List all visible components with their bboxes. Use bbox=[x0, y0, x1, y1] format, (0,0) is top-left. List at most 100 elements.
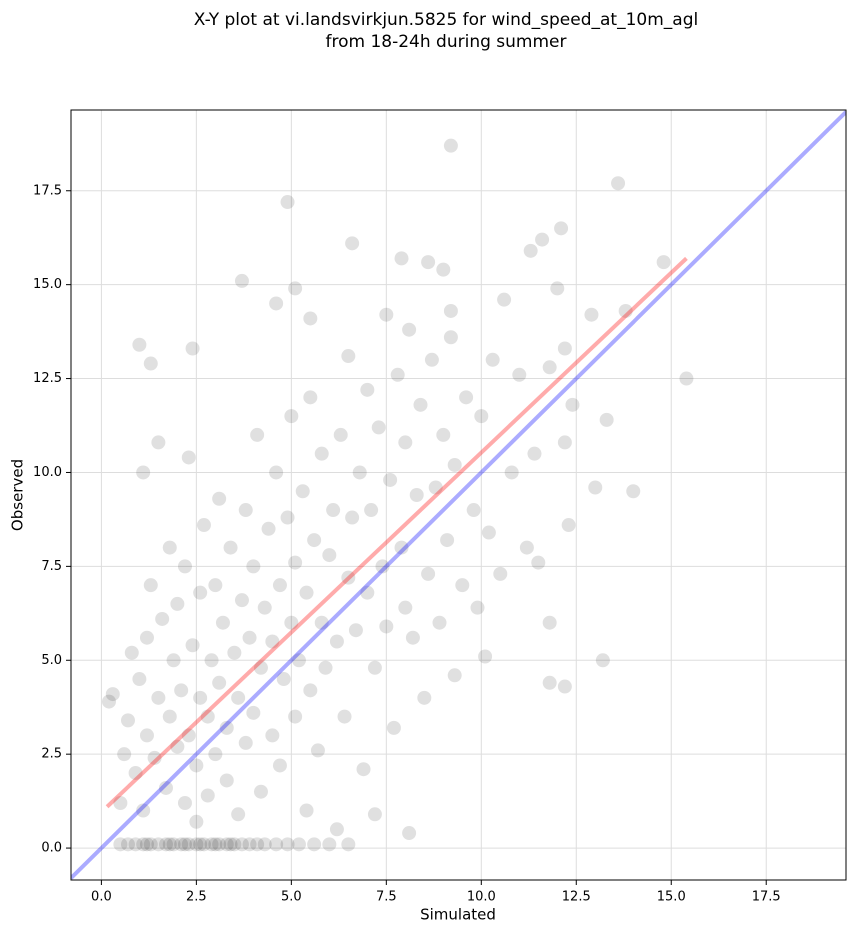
point bbox=[375, 559, 390, 574]
point bbox=[337, 709, 352, 724]
point bbox=[177, 796, 192, 810]
point bbox=[181, 837, 196, 852]
point bbox=[242, 630, 257, 645]
point bbox=[193, 837, 208, 852]
x-tick-label: 17.5 bbox=[752, 890, 781, 905]
point bbox=[466, 503, 481, 518]
point bbox=[383, 472, 398, 487]
point bbox=[189, 758, 204, 773]
point bbox=[174, 837, 189, 852]
point bbox=[219, 720, 234, 735]
point bbox=[626, 484, 641, 499]
y-tick-label: 17.5 bbox=[33, 183, 62, 198]
point bbox=[447, 457, 462, 472]
point bbox=[379, 307, 394, 322]
point bbox=[212, 837, 227, 852]
point bbox=[162, 709, 177, 724]
point bbox=[151, 690, 166, 705]
point bbox=[455, 578, 470, 593]
point bbox=[269, 465, 284, 480]
point bbox=[269, 837, 284, 852]
plot-area bbox=[71, 110, 846, 880]
point bbox=[242, 837, 257, 852]
point bbox=[394, 251, 409, 266]
x-tick-label: 12.5 bbox=[562, 890, 591, 905]
point bbox=[200, 709, 215, 724]
point bbox=[542, 675, 557, 690]
point bbox=[147, 750, 162, 765]
point bbox=[333, 427, 348, 442]
point bbox=[299, 803, 314, 818]
point bbox=[497, 292, 512, 307]
point bbox=[234, 593, 249, 608]
point bbox=[223, 540, 238, 555]
point bbox=[288, 281, 303, 296]
point bbox=[318, 660, 333, 675]
point bbox=[504, 465, 519, 480]
point bbox=[238, 735, 253, 750]
point bbox=[143, 356, 158, 371]
point bbox=[440, 533, 455, 548]
point bbox=[280, 510, 295, 525]
point bbox=[117, 747, 132, 762]
point bbox=[565, 397, 580, 412]
point bbox=[166, 837, 181, 852]
point bbox=[284, 409, 299, 424]
point bbox=[246, 559, 261, 574]
x-axis-label: Simulated bbox=[420, 906, 496, 924]
x-tick-label: 0.0 bbox=[91, 890, 112, 905]
point bbox=[219, 837, 234, 852]
reference-line bbox=[71, 110, 846, 880]
y-axis-label: Observed bbox=[9, 459, 27, 531]
point bbox=[181, 728, 196, 743]
point bbox=[360, 585, 375, 600]
point bbox=[341, 837, 356, 852]
point bbox=[561, 518, 576, 533]
point bbox=[310, 743, 325, 758]
point bbox=[523, 243, 538, 258]
point bbox=[394, 540, 409, 555]
point bbox=[367, 807, 382, 822]
point bbox=[326, 503, 341, 518]
point bbox=[402, 826, 417, 841]
point bbox=[181, 450, 196, 465]
point bbox=[265, 634, 280, 649]
x-tick-label: 5.0 bbox=[281, 890, 302, 905]
point bbox=[595, 653, 610, 668]
point bbox=[352, 465, 367, 480]
point bbox=[250, 837, 265, 852]
point bbox=[314, 446, 329, 461]
point bbox=[139, 837, 154, 852]
point bbox=[208, 747, 223, 762]
point bbox=[162, 837, 177, 852]
point bbox=[421, 566, 436, 581]
point bbox=[139, 630, 154, 645]
point bbox=[557, 341, 572, 356]
y-tick-label: 10.0 bbox=[33, 465, 62, 480]
point bbox=[345, 236, 360, 251]
point bbox=[417, 690, 432, 705]
point bbox=[234, 273, 249, 288]
point bbox=[428, 480, 443, 495]
point bbox=[345, 510, 360, 525]
point bbox=[527, 446, 542, 461]
point bbox=[288, 709, 303, 724]
point bbox=[204, 837, 219, 852]
point bbox=[478, 649, 493, 664]
y-tick-label: 7.5 bbox=[41, 559, 62, 574]
point bbox=[105, 687, 120, 702]
point bbox=[124, 645, 139, 660]
point bbox=[193, 585, 208, 600]
point bbox=[341, 349, 356, 364]
point bbox=[261, 521, 276, 536]
point bbox=[356, 762, 371, 777]
point bbox=[618, 303, 633, 318]
point bbox=[679, 371, 694, 386]
point bbox=[436, 427, 451, 442]
point bbox=[196, 837, 211, 852]
point bbox=[231, 690, 246, 705]
point bbox=[143, 837, 158, 852]
point bbox=[113, 837, 128, 852]
point bbox=[132, 337, 147, 352]
